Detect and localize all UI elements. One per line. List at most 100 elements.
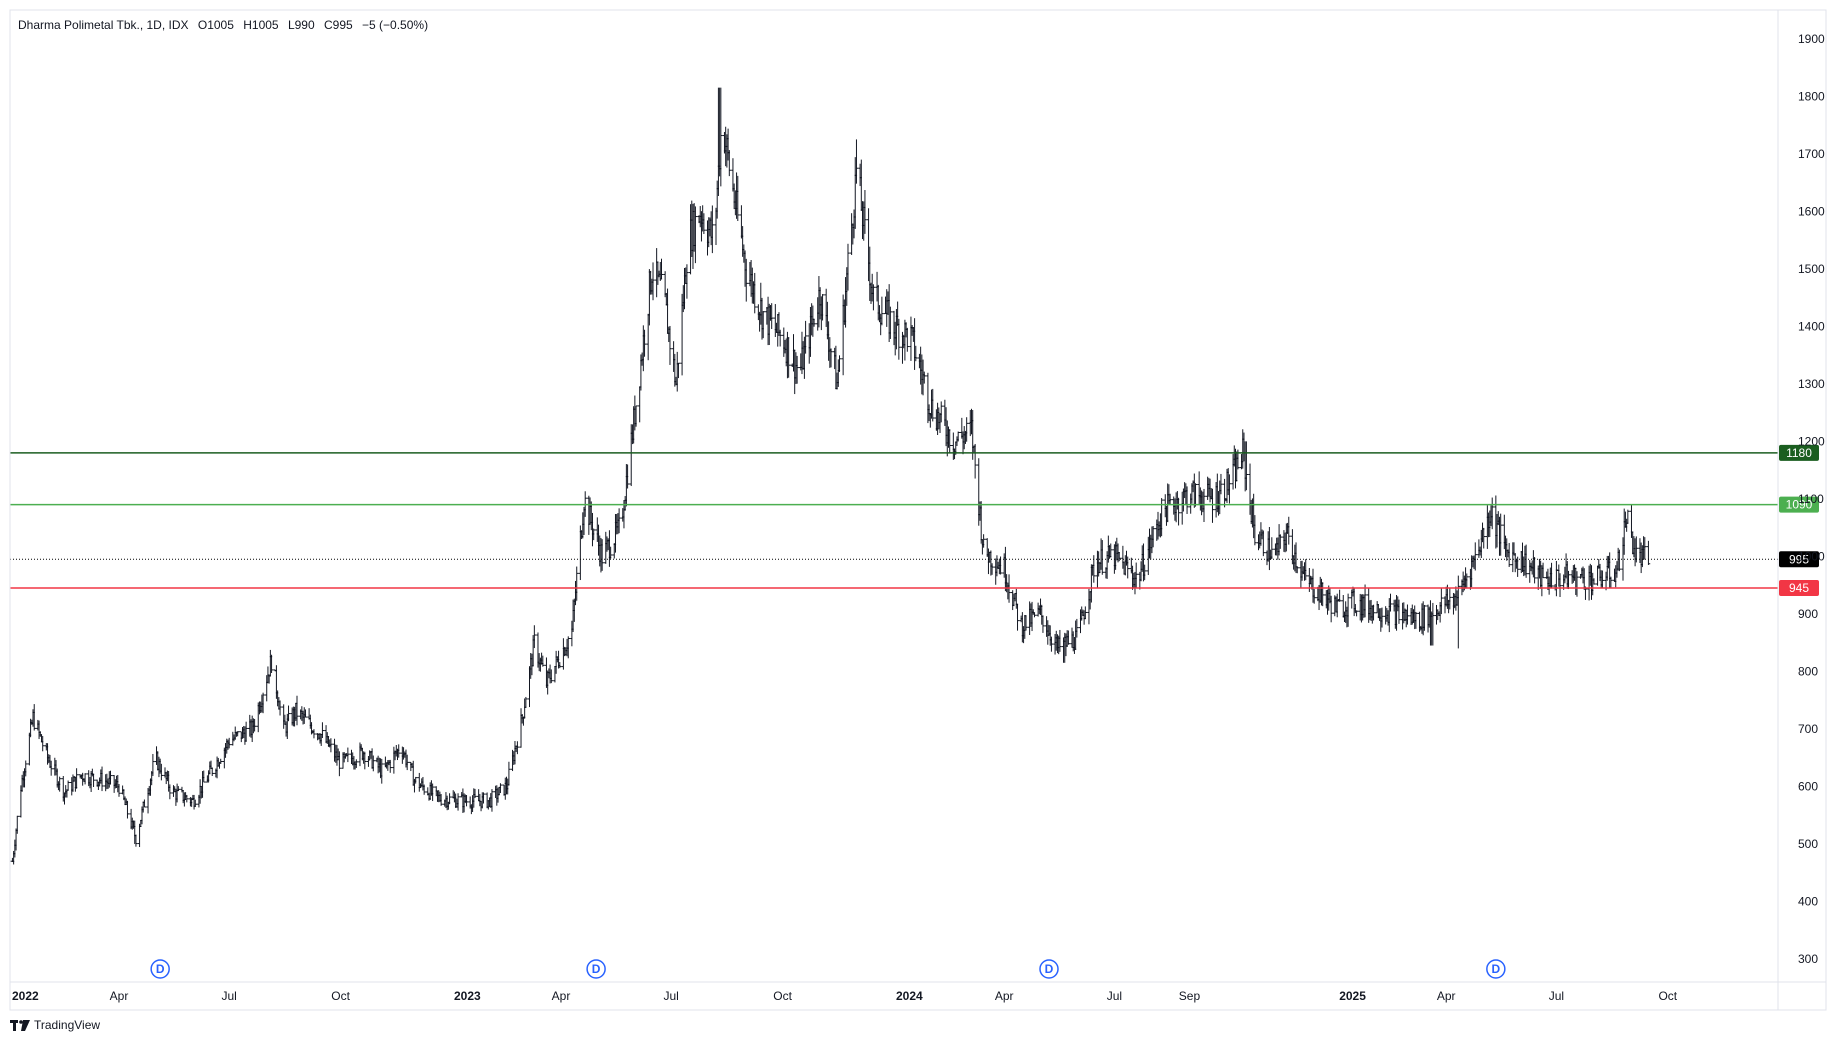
ohlc-bar (1202, 488, 1206, 523)
time-tick-label: Oct (1658, 989, 1677, 1003)
horizontal-levels[interactable]: 1180 1090 995 945 (10, 444, 1819, 597)
ohlc-bar (549, 669, 554, 684)
ohlc-bar (1507, 542, 1511, 568)
price-tick-label: 900 (1798, 607, 1818, 621)
level-price-label: 1180 (1786, 446, 1812, 460)
symbol-legend: Dharma Polimetal Tbk., 1D, IDX O1005 H10… (18, 18, 434, 32)
dividend-marker[interactable]: D (586, 959, 606, 979)
ohlc-bar (1270, 537, 1274, 559)
ohlc-bar (769, 303, 774, 329)
ohlc-bar (744, 258, 749, 302)
time-tick-label: 2025 (1339, 989, 1366, 1003)
ohlc-bar (515, 741, 520, 755)
ohlc-bar (464, 795, 469, 807)
tradingview-logo-icon (10, 1019, 30, 1031)
ohlc-bar (812, 318, 816, 327)
brand-name: TradingView (34, 1018, 101, 1032)
ohlc-bar (1286, 516, 1291, 545)
price-tick-label: 1300 (1798, 377, 1825, 391)
ohlc-bar (1541, 562, 1545, 579)
ohlc-bar (803, 320, 808, 354)
ohlc-bar (693, 206, 698, 264)
ohlc-bar (880, 296, 884, 326)
ohlc-bar (1558, 573, 1562, 598)
ohlc-bar (201, 770, 206, 783)
ohlc-bar (1448, 588, 1452, 610)
ohlc-bar (897, 318, 901, 360)
time-tick-label: Oct (773, 989, 792, 1003)
dividend-label: D (156, 962, 165, 976)
ohlc-bar (261, 692, 265, 714)
level-1090[interactable]: 1090 (10, 496, 1819, 513)
dividend-icon[interactable] (1039, 959, 1059, 979)
level-1180[interactable]: 1180 (10, 444, 1819, 461)
tradingview-branding[interactable]: TradingView (10, 1018, 100, 1032)
ohlc-bar (354, 759, 359, 768)
dividend-icon[interactable] (586, 959, 606, 979)
ohlc-bar (1346, 593, 1350, 627)
ohlc-bar (854, 139, 859, 184)
time-tick-label: Jul (1549, 989, 1564, 1003)
dividend-icon[interactable] (1486, 959, 1506, 979)
ohlc-bar (1354, 610, 1359, 617)
ohlc-bar (1032, 612, 1037, 618)
price-axis[interactable]: 300 400 500 600 700 800 900 1000 1100 1200 1300 140… (1798, 32, 1825, 966)
ohlc-bar (1405, 604, 1410, 625)
ohlc-bar (49, 760, 53, 776)
ohlc-bar (481, 792, 486, 804)
ohlc-bar (15, 815, 20, 834)
ohlc-bar (659, 258, 664, 280)
ohlc-bar (40, 735, 45, 752)
ohlc-bar (32, 704, 37, 731)
ohlc-bar (210, 767, 215, 776)
ohlc-bar (541, 655, 545, 667)
ohlc-bar (1176, 497, 1181, 526)
ohlc-bar (134, 834, 138, 847)
price-tick-label: 1000 (1798, 549, 1825, 563)
level-945[interactable]: 945 (10, 580, 1819, 597)
ohlc-bar (651, 262, 655, 301)
ohlc-bar (193, 799, 198, 807)
dividend-marker[interactable]: D (1486, 959, 1506, 979)
price-tick-label: 700 (1798, 722, 1818, 736)
price-tick-label: 1500 (1798, 262, 1825, 276)
ohlc-bar (456, 793, 460, 811)
ohlc-bar (218, 758, 223, 764)
ohlc-bar (752, 272, 757, 314)
price-tick-label: 1100 (1798, 492, 1824, 506)
ohlc-bar (244, 721, 248, 742)
ohlc-bar (57, 776, 62, 792)
dividend-marker[interactable]: D (150, 959, 170, 979)
level-price-tag (1779, 496, 1819, 513)
time-tick-label: Apr (552, 989, 571, 1003)
level-price-label: 1090 (1786, 498, 1813, 512)
level-995[interactable]: 995 (10, 551, 1819, 568)
ohlc-bar (1380, 607, 1384, 628)
ohlc-bar (591, 528, 596, 541)
open-value: O1005 (197, 18, 234, 32)
ohlc-bar (1320, 582, 1325, 607)
ohlc-bar (1532, 557, 1537, 584)
ohlc-bar (1142, 564, 1147, 581)
dividend-marker[interactable]: D (1039, 959, 1059, 979)
ohlc-bar (634, 405, 638, 427)
ohlc-bar (964, 417, 969, 442)
ohlc-bar (1117, 552, 1122, 562)
ohlc-bar (786, 337, 791, 378)
high-value: H1005 (243, 18, 279, 32)
time-tick-label: Apr (995, 989, 1014, 1003)
ohlc-bar (820, 294, 825, 321)
ohlc-bar (1363, 584, 1367, 618)
ohlc-bar (1609, 576, 1613, 588)
ohlc-bar (574, 566, 579, 601)
price-tick-label: 600 (1798, 779, 1818, 793)
ohlc-bar (235, 731, 240, 737)
time-axis[interactable]: 2022 Apr Jul Oct 2023 Apr Jul Oct 2024 Apr Jul Sep 2… (12, 989, 1678, 1003)
ohlc-bar (1524, 544, 1528, 578)
dividend-icon[interactable] (150, 959, 170, 979)
ohlc-bar (557, 662, 562, 669)
ohlc-bar (74, 768, 79, 789)
ohlc-bar (269, 654, 274, 673)
